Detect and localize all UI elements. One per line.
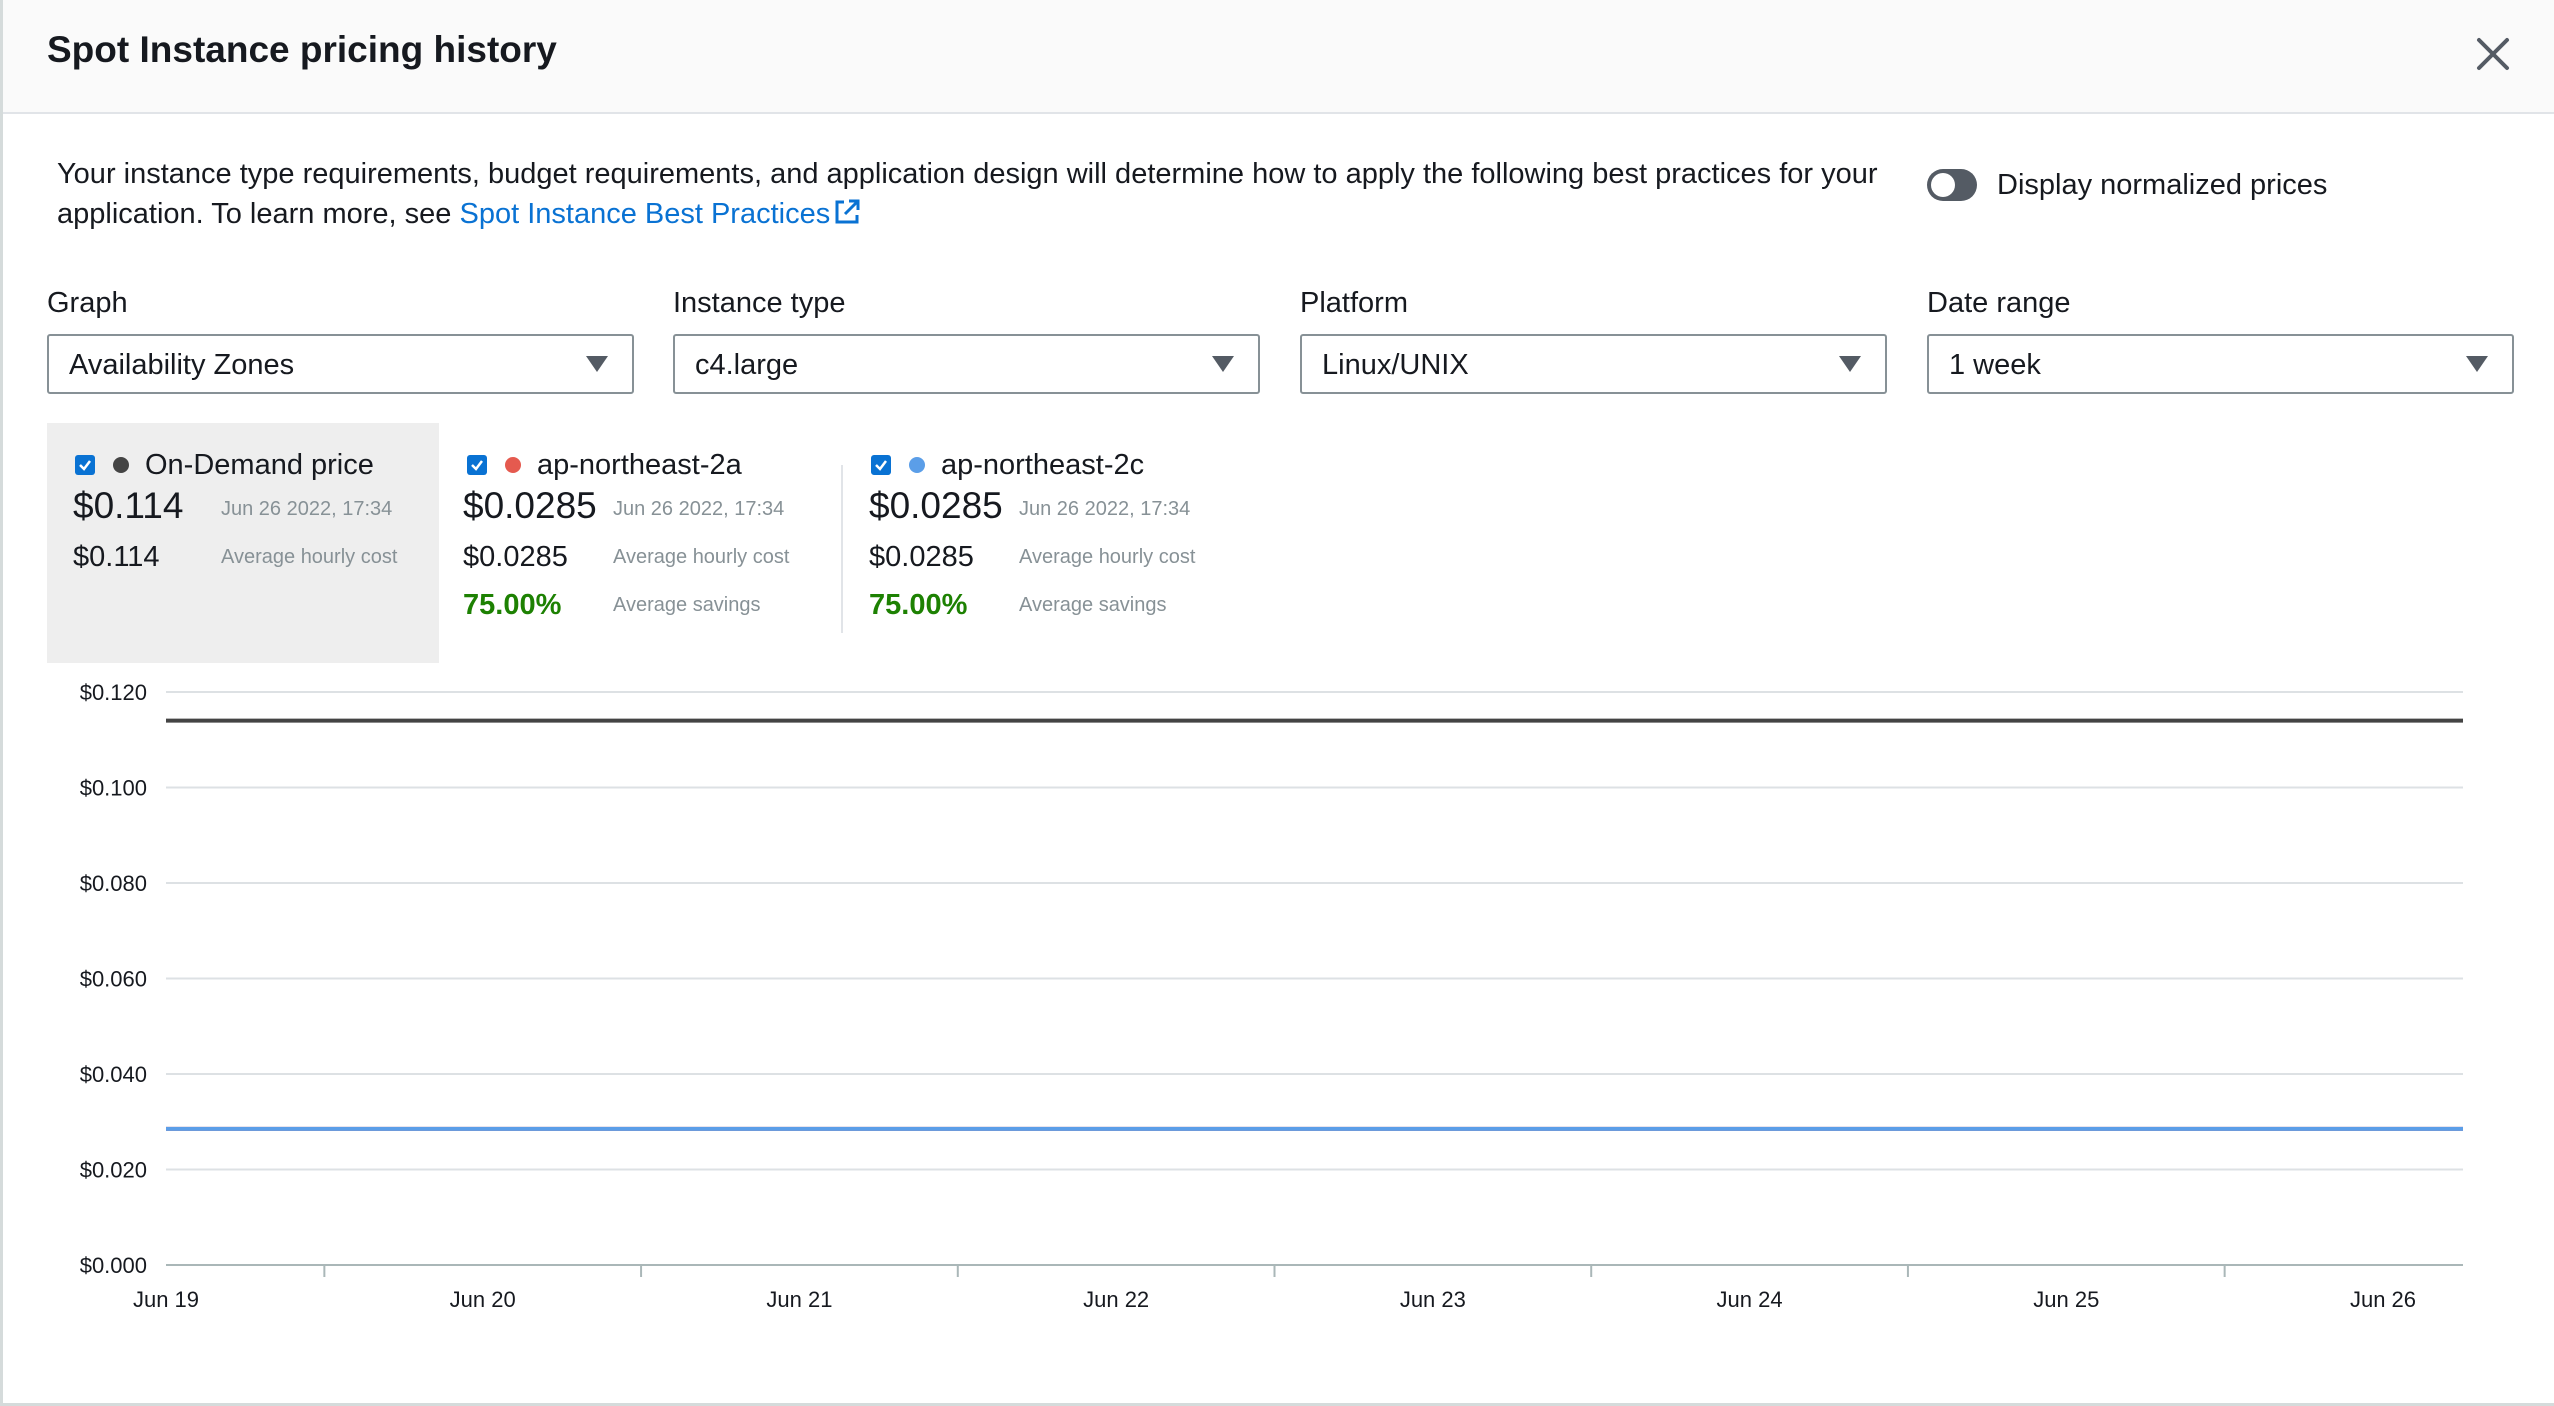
average-savings-label: Average savings	[613, 594, 761, 616]
legend-name: ap-northeast-2c	[941, 448, 1145, 481]
x-tick-label: Jun 21	[766, 1287, 832, 1312]
average-hourly-cost-label: Average hourly cost	[221, 546, 398, 568]
x-tick-label: Jun 20	[450, 1287, 516, 1312]
date-range-label: Date range	[1927, 287, 2071, 319]
average-savings: 75.00%	[463, 589, 562, 621]
legend-divider	[841, 465, 843, 633]
x-tick-label: Jun 25	[2033, 1287, 2099, 1312]
checkmark-icon	[875, 460, 887, 471]
x-tick-label: Jun 23	[1400, 1287, 1466, 1312]
instance-type-select-value: c4.large	[695, 349, 799, 381]
price-timestamp: Jun 26 2022, 17:34	[613, 498, 785, 520]
average-hourly-cost-label: Average hourly cost	[1019, 546, 1196, 568]
legend-name: ap-northeast-2a	[537, 448, 742, 481]
series-color-dot	[909, 457, 925, 473]
x-tick-label: Jun 22	[1083, 1287, 1149, 1312]
current-price: $0.114	[73, 485, 184, 526]
price-timestamp: Jun 26 2022, 17:34	[221, 498, 393, 520]
caret-down-icon	[1839, 356, 1861, 372]
legend-card-ap-northeast-2a[interactable]: ap-northeast-2a $0.0285 Jun 26 2022, 17:…	[439, 423, 843, 663]
description-text: Your instance type requirements, budget …	[57, 158, 1878, 230]
y-tick-label: $0.120	[80, 680, 147, 705]
modal-header: Spot Instance pricing history	[3, 0, 2554, 114]
legend-card-ap-northeast-2c[interactable]: ap-northeast-2c $0.0285 Jun 26 2022, 17:…	[845, 423, 1265, 663]
normalized-prices-toggle[interactable]: Display normalized prices	[1927, 165, 2327, 205]
graph-label: Graph	[47, 287, 128, 319]
y-tick-label: $0.100	[80, 776, 147, 801]
y-tick-label: $0.080	[80, 871, 147, 896]
average-savings: 75.00%	[869, 589, 968, 621]
date-range-select[interactable]: 1 week	[1927, 334, 2514, 394]
caret-down-icon	[586, 356, 608, 372]
x-tick-label: Jun 26	[2350, 1287, 2416, 1312]
platform-select[interactable]: Linux/UNIX	[1300, 334, 1887, 394]
toggle-label: Display normalized prices	[1997, 168, 2328, 201]
date-range-select-value: 1 week	[1949, 349, 2041, 381]
legend-name: On-Demand price	[145, 448, 374, 481]
best-practices-link-label: Spot Instance Best Practices	[459, 198, 831, 230]
y-tick-label: $0.040	[80, 1062, 147, 1087]
y-tick-label: $0.020	[80, 1158, 147, 1183]
legend-header: On-Demand price	[75, 447, 374, 483]
platform-label: Platform	[1300, 287, 1408, 319]
caret-down-icon	[1212, 356, 1234, 372]
modal-title: Spot Instance pricing history	[47, 29, 557, 70]
legend-header: ap-northeast-2a	[467, 447, 742, 483]
series-color-dot	[113, 457, 129, 473]
checkmark-icon	[471, 460, 483, 471]
graph-select[interactable]: Availability Zones	[47, 334, 634, 394]
series-color-dot	[505, 457, 521, 473]
price-timestamp: Jun 26 2022, 17:34	[1019, 498, 1191, 520]
description: Your instance type requirements, budget …	[57, 154, 1887, 234]
average-hourly-cost: $0.0285	[869, 541, 974, 573]
current-price: $0.0285	[869, 485, 1003, 526]
x-tick-label: Jun 19	[133, 1287, 199, 1312]
close-button[interactable]	[2471, 32, 2515, 76]
close-icon	[2477, 38, 2509, 70]
legend-card-on-demand[interactable]: On-Demand price $0.114 Jun 26 2022, 17:3…	[47, 423, 439, 663]
average-hourly-cost-label: Average hourly cost	[613, 546, 790, 568]
legend-checkbox[interactable]	[871, 455, 891, 475]
legend-header: ap-northeast-2c	[871, 447, 1144, 483]
x-tick-label: Jun 24	[1717, 1287, 1783, 1312]
platform-select-value: Linux/UNIX	[1322, 349, 1469, 381]
toggle-knob	[1931, 173, 1955, 197]
toggle-switch[interactable]	[1927, 169, 1977, 201]
y-tick-label: $0.000	[80, 1253, 147, 1278]
instance-type-select[interactable]: c4.large	[673, 334, 1260, 394]
average-hourly-cost: $0.0285	[463, 541, 568, 573]
legend-checkbox[interactable]	[75, 455, 95, 475]
y-tick-label: $0.060	[80, 967, 147, 992]
average-savings-label: Average savings	[1019, 594, 1167, 616]
average-hourly-cost: $0.114	[73, 541, 160, 573]
external-link-icon	[835, 199, 860, 224]
current-price: $0.0285	[463, 485, 597, 526]
graph-select-value: Availability Zones	[69, 349, 295, 381]
pricing-history-chart: $0.000 $0.020 $0.040 $0.060 $0.080 $0.100 $0.1…	[80, 680, 2463, 1312]
legend-checkbox[interactable]	[467, 455, 487, 475]
checkmark-icon	[79, 460, 91, 471]
instance-type-label: Instance type	[673, 287, 846, 319]
caret-down-icon	[2466, 356, 2488, 372]
best-practices-link[interactable]: Spot Instance Best Practices	[459, 198, 862, 230]
